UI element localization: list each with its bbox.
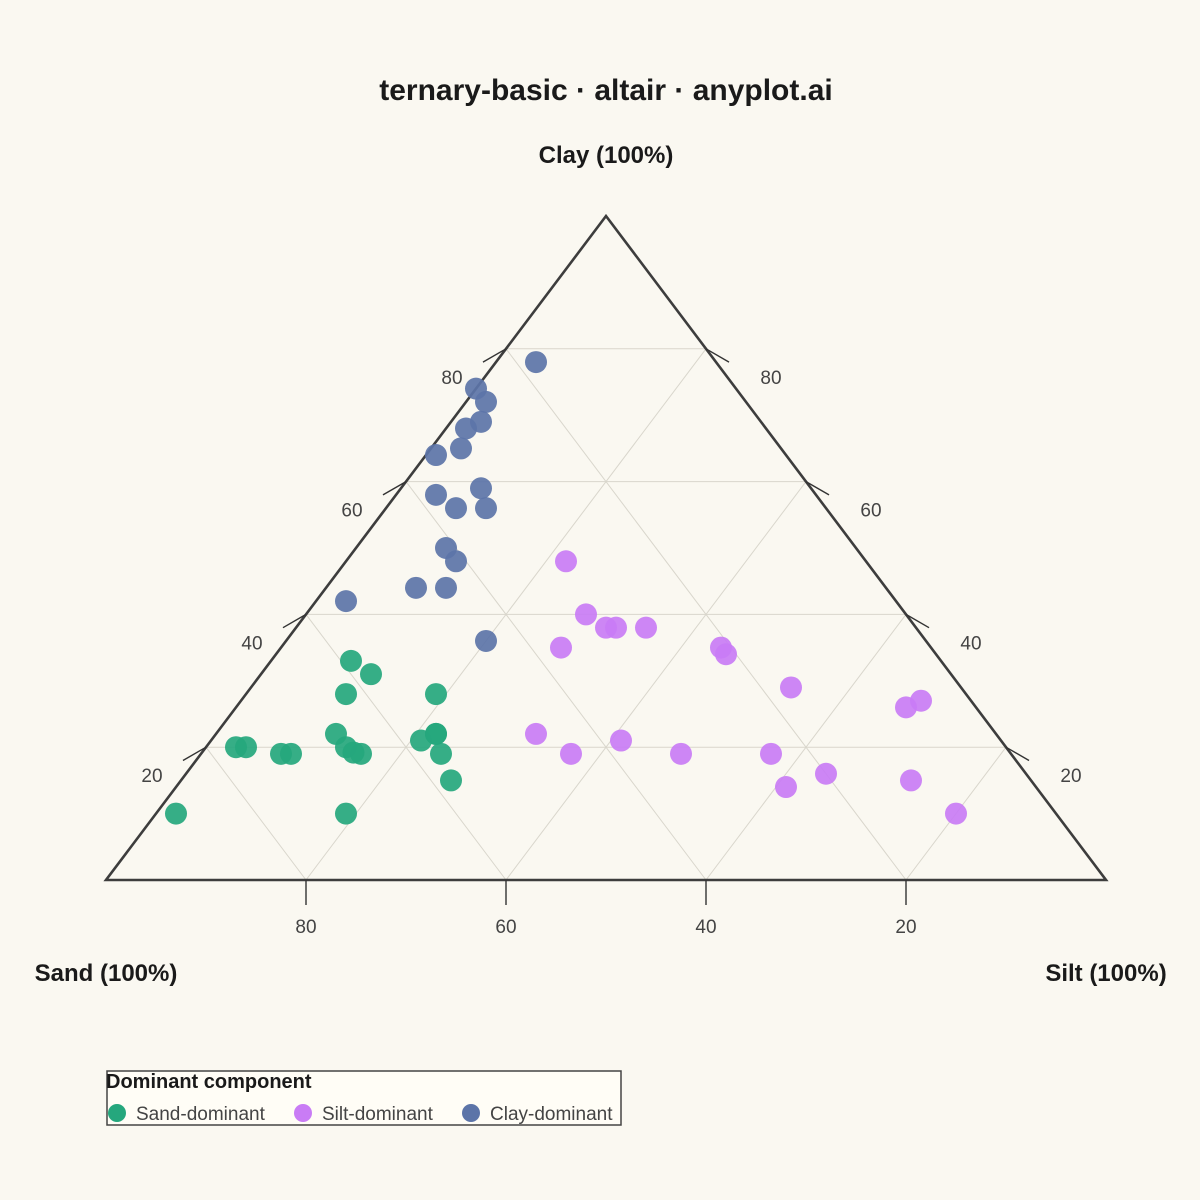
legend-box <box>106 1070 622 1126</box>
triangle-frame <box>103 213 1109 882</box>
data-point <box>780 676 802 699</box>
data-point <box>405 576 427 599</box>
data-point <box>670 742 692 765</box>
series-clay-dominant <box>335 351 547 652</box>
legend-item: Sand-dominant <box>108 1104 266 1125</box>
legend-item: Clay-dominant <box>462 1104 613 1125</box>
legend-label: Clay-dominant <box>490 1104 613 1125</box>
axis-ticks <box>182 348 1030 905</box>
data-point <box>595 616 617 639</box>
data-point <box>335 590 357 613</box>
vertex-label-silt: Silt (100%) <box>1045 960 1166 987</box>
legend-swatch <box>108 1104 126 1122</box>
data-point <box>815 762 837 785</box>
data-point <box>335 802 357 825</box>
data-point <box>235 736 257 759</box>
tick-label-sand: 60 <box>495 917 516 938</box>
legend-swatch <box>462 1104 480 1122</box>
data-point <box>550 636 572 659</box>
data-point <box>945 802 967 825</box>
data-point <box>775 776 797 799</box>
grid-line-silt <box>505 481 807 881</box>
tick-label-right: 80 <box>760 368 781 389</box>
tick-label-right: 60 <box>860 501 881 522</box>
tick-mark-right <box>805 480 830 496</box>
tick-mark-clay <box>182 746 207 762</box>
data-point <box>445 550 467 573</box>
data-point <box>475 390 497 413</box>
data-point <box>470 477 492 500</box>
data-point <box>430 742 452 765</box>
data-point <box>342 741 365 764</box>
tick-label-clay: 60 <box>341 501 362 522</box>
tick-mark-right <box>905 613 930 629</box>
vertex-label-sand: Sand (100%) <box>35 960 178 987</box>
data-point <box>760 742 782 765</box>
tick-mark-clay <box>282 613 307 629</box>
grid-line-sand <box>205 746 307 881</box>
grid-line-sand <box>305 614 507 881</box>
data-point <box>900 769 922 792</box>
data-point <box>895 696 917 719</box>
tick-label-sand: 80 <box>295 917 316 938</box>
data-point <box>425 683 447 706</box>
data-point <box>440 769 462 792</box>
data-point <box>575 603 597 626</box>
vertex-label-clay: Clay (100%) <box>539 142 674 169</box>
axis-tick-labels: 20 20 20 40 40 40 60 60 60 80 80 80 <box>141 368 1081 938</box>
data-point <box>610 729 632 752</box>
tick-label-right: 40 <box>960 633 981 654</box>
series-sand-dominant <box>165 649 462 825</box>
data-point <box>425 444 447 467</box>
legend-item: Silt-dominant <box>294 1104 434 1125</box>
data-point <box>455 417 477 440</box>
data-point <box>280 742 302 765</box>
tick-mark-clay <box>482 348 507 363</box>
legend-title: Dominant component <box>106 1071 312 1093</box>
data-point <box>360 663 382 686</box>
legend-items: Sand-dominant Silt-dominant Clay-dominant <box>108 1104 613 1125</box>
data-point <box>340 649 362 672</box>
tick-label-clay: 40 <box>241 633 262 654</box>
data-point <box>475 629 497 652</box>
data-point <box>165 802 187 825</box>
data-point <box>635 616 657 639</box>
tick-label-right: 20 <box>1060 766 1081 787</box>
data-point <box>560 742 582 765</box>
tick-label-clay: 20 <box>141 766 162 787</box>
data-point <box>525 351 547 374</box>
grid-lines <box>205 348 1007 881</box>
data-point <box>425 483 447 506</box>
data-point <box>475 497 497 520</box>
chart-title: ternary-basic · altair · anyplot.ai <box>379 74 832 107</box>
data-point <box>335 683 357 706</box>
series-silt-dominant <box>525 550 967 825</box>
legend-label: Sand-dominant <box>136 1104 266 1125</box>
data-point <box>435 576 457 599</box>
data-point <box>555 550 577 573</box>
data-point <box>445 497 467 520</box>
data-point <box>450 437 472 460</box>
grid-line-silt <box>705 614 907 881</box>
tick-mark-right <box>705 348 730 363</box>
tick-label-sand: 40 <box>695 917 716 938</box>
tick-label-sand: 20 <box>895 917 916 938</box>
legend: Dominant component Sand-dominant Silt-dom… <box>106 1070 622 1126</box>
tick-label-clay: 80 <box>441 368 462 389</box>
data-point <box>525 722 547 745</box>
data-points <box>165 351 967 825</box>
legend-label: Silt-dominant <box>322 1104 434 1125</box>
data-point <box>715 643 737 666</box>
legend-swatch <box>294 1104 312 1122</box>
tick-mark-right <box>1005 746 1030 762</box>
data-point <box>425 722 447 745</box>
tick-mark-clay <box>382 480 407 496</box>
